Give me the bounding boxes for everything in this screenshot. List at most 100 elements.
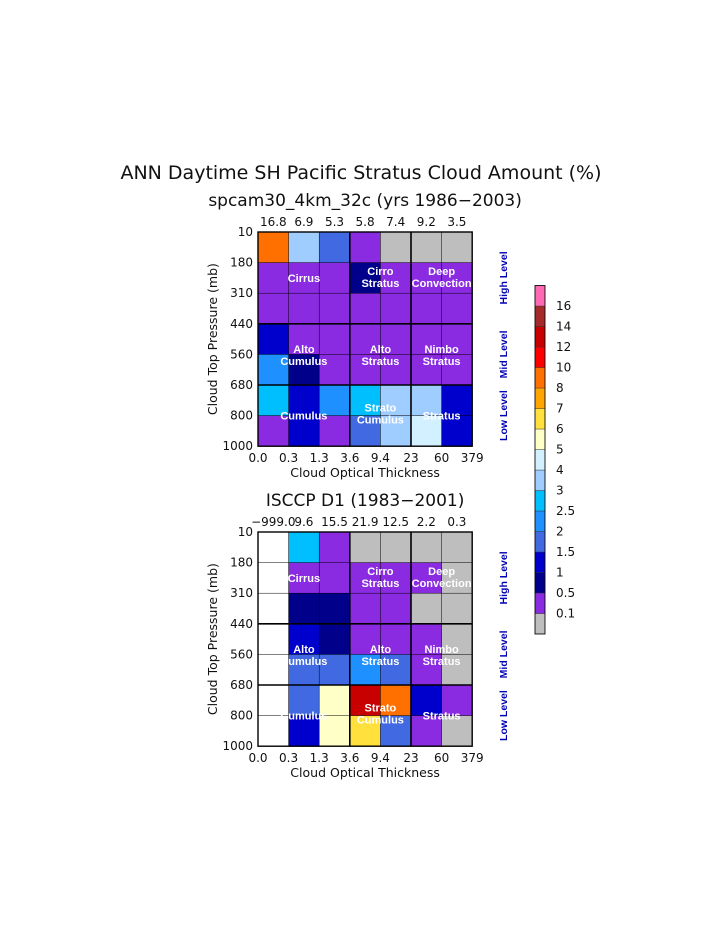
heatmap-cell [441, 685, 473, 716]
colorbar-label: 7 [556, 402, 564, 416]
y-axis-label: Cloud Top Pressure (mb) [205, 563, 220, 715]
level-label: Mid Level [498, 630, 510, 678]
plot-frame [257, 231, 473, 447]
label-altocumulus: Alto [293, 644, 315, 656]
column-total: 9.6 [294, 515, 313, 529]
label-deep-convection: Convection [412, 278, 472, 290]
label-altocumulus: Cumulus [280, 656, 327, 668]
y-tick-label: 680 [230, 678, 253, 692]
heatmap-cell [380, 715, 412, 747]
heatmap-cell [441, 593, 473, 625]
label-altocumulus: Cumulus [280, 356, 327, 368]
heatmap-cell [380, 323, 412, 355]
x-tick-label: 23 [403, 751, 418, 765]
label-cirrostratus: Cirro [367, 566, 394, 578]
colorbar-label: 2.5 [556, 504, 575, 518]
heatmap-cell [380, 232, 412, 263]
heatmap-cell [349, 623, 381, 655]
column-total: 7.4 [386, 215, 405, 229]
label-nimbostratus: Stratus [423, 356, 461, 368]
colorbar-label: 0.5 [556, 586, 575, 600]
heatmap-cell [411, 415, 442, 447]
label-nimbostratus: Nimbo [424, 644, 459, 656]
heatmap-cell [380, 654, 412, 686]
heatmap-cell [319, 354, 351, 386]
label-cumulus: Cumulus [280, 411, 327, 423]
panel-2: ISCCP D1 (1983−2001) −999.09.6 15.5 21.9 12.… [205, 491, 510, 780]
x-tick-label: 1.3 [310, 451, 329, 465]
label-altostratus: Stratus [361, 656, 399, 668]
column-total: 21.9 [352, 515, 379, 529]
level-label: Low Level [498, 390, 510, 441]
heatmap-cell [411, 654, 442, 686]
heatmap-cell [380, 562, 412, 594]
y-tick-label: 440 [230, 317, 253, 331]
colorbar-swatch [534, 531, 546, 553]
heatmap-cell [288, 293, 320, 325]
colorbar-swatch [534, 367, 546, 389]
heatmap-cell [319, 623, 351, 655]
figure-title: ANN Daytime SH Pacific Stratus Cloud Amo… [120, 162, 601, 184]
heatmap-cell [441, 293, 473, 325]
heatmap-cell [258, 385, 289, 416]
y-tick-label: 10 [238, 225, 253, 239]
heatmap-cell [349, 232, 381, 263]
colorbar-label: 6 [556, 422, 564, 436]
label-deep-convection: Deep [428, 266, 455, 278]
colorbar-label: 8 [556, 381, 564, 395]
heatmap-cell [380, 593, 412, 625]
heatmap-cell [411, 262, 442, 294]
label-stratocumulus: Strato [365, 402, 397, 414]
level-label: High Level [498, 551, 510, 604]
heatmap-cell [258, 623, 289, 655]
level-label: Low Level [498, 690, 510, 741]
column-total: 15.5 [321, 515, 348, 529]
column-total: 0.3 [447, 515, 466, 529]
heatmap-cell [380, 293, 412, 325]
label-altostratus: Alto [370, 344, 392, 356]
heatmap-cell [258, 715, 289, 747]
y-tick-label: 10 [238, 525, 253, 539]
heatmap-cell [441, 532, 473, 563]
heatmap-cell [411, 623, 442, 655]
y-tick-label: 800 [230, 709, 253, 723]
heatmap-cell [319, 654, 351, 686]
heatmap-cell [288, 654, 320, 686]
colorbar-label: 1 [556, 566, 564, 580]
heatmap-cell [411, 293, 442, 325]
heatmap-cell [288, 623, 320, 655]
x-tick-label: 0.0 [248, 751, 267, 765]
column-total: 5.3 [325, 215, 344, 229]
heatmap-cell [349, 354, 381, 386]
label-nimbostratus: Stratus [423, 656, 461, 668]
x-tick-label: 1.3 [310, 751, 329, 765]
heatmap-cell [288, 685, 320, 716]
heatmap-cell [349, 262, 381, 294]
label-cumulus: Cumulus [280, 711, 327, 723]
y-tick-label: 800 [230, 409, 253, 423]
label-stratus: Stratus [423, 411, 461, 423]
label-cirrus: Cirrus [288, 273, 320, 285]
heatmap-cell [411, 715, 442, 747]
label-altostratus: Stratus [361, 356, 399, 368]
colorbar-swatch [534, 285, 546, 307]
heatmap-cell [288, 385, 320, 416]
heatmap-cell [411, 593, 442, 625]
label-stratocumulus: Cumulus [357, 414, 404, 426]
label-cirrus: Cirrus [288, 573, 320, 585]
heatmap-cell [380, 354, 412, 386]
colorbar: 0.1 0.5 1 1.5 2 2.5 3 4 5 6 7 8 10 12 14 16 [534, 285, 575, 635]
label-deep-convection: Convection [412, 578, 472, 590]
heatmap-cell [380, 532, 412, 563]
x-tick-label: 23 [403, 451, 418, 465]
colorbar-swatch [534, 408, 546, 430]
x-tick-label: 60 [434, 451, 449, 465]
colorbar-swatch [534, 572, 546, 594]
colorbar-swatch [534, 592, 546, 614]
colorbar-swatch [534, 326, 546, 348]
heatmap-cell [258, 415, 289, 447]
label-cirrostratus: Stratus [361, 578, 399, 590]
colorbar-label: 12 [556, 340, 571, 354]
heatmap-cell [349, 715, 381, 747]
heatmap-cell [349, 654, 381, 686]
